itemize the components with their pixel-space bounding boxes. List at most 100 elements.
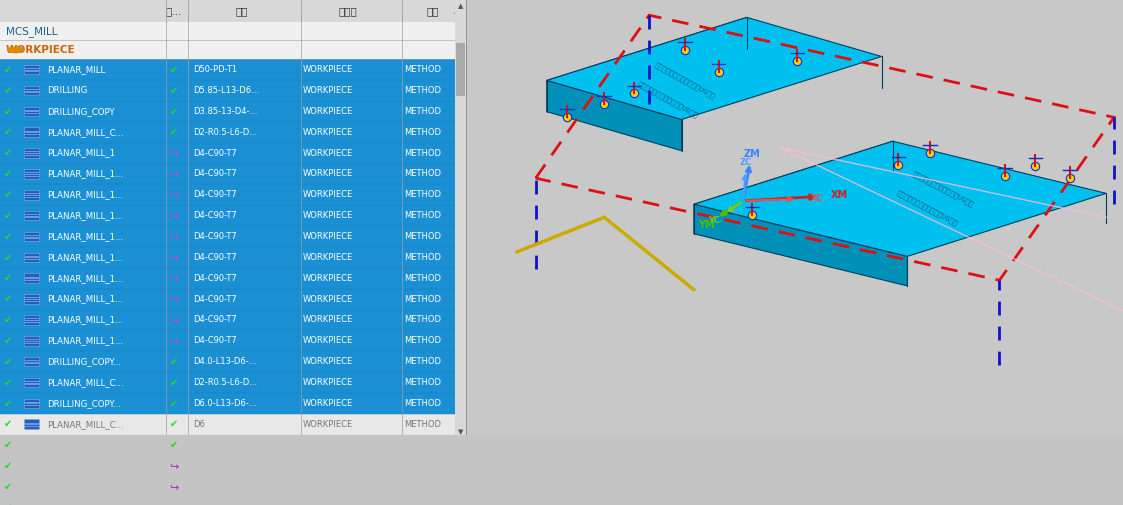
Text: WORKPIECE: WORKPIECE — [303, 65, 354, 74]
Bar — [25, 211, 38, 221]
Text: D6: D6 — [193, 462, 206, 471]
Text: PLANAR_MILL_C...: PLANAR_MILL_C... — [47, 128, 124, 137]
Text: METHOD: METHOD — [404, 294, 441, 304]
Text: D4-C90-T7: D4-C90-T7 — [193, 274, 237, 283]
Text: ↪: ↪ — [170, 461, 179, 471]
Text: ↪: ↪ — [170, 502, 179, 505]
Text: METHOD: METHOD — [404, 170, 441, 178]
Bar — [0, 247, 466, 268]
Text: METHOD: METHOD — [404, 190, 441, 199]
Text: WORKPIECE: WORKPIECE — [303, 190, 354, 199]
Bar — [0, 226, 466, 247]
Text: ✔: ✔ — [3, 378, 12, 387]
Text: MCS_MILL: MCS_MILL — [6, 26, 57, 36]
Text: D4-C90-T7: D4-C90-T7 — [193, 253, 237, 262]
Text: ✔: ✔ — [170, 65, 179, 75]
Text: D6: D6 — [193, 441, 206, 449]
Bar — [0, 205, 466, 226]
Text: ↪: ↪ — [170, 169, 179, 179]
Text: ✔: ✔ — [3, 315, 12, 325]
Text: WORKPIECE: WORKPIECE — [303, 378, 354, 387]
Bar — [0, 497, 466, 505]
Text: ↪: ↪ — [170, 148, 179, 158]
Text: D4-C90-T7: D4-C90-T7 — [193, 316, 237, 325]
Text: D6.0-L13-D6-...: D6.0-L13-D6-... — [193, 399, 257, 408]
Bar — [25, 127, 38, 137]
Text: 刀...: 刀... — [166, 6, 182, 16]
Bar — [25, 357, 38, 367]
Bar — [0, 143, 466, 164]
Text: ↪: ↪ — [170, 211, 179, 221]
Text: ✔: ✔ — [170, 107, 179, 117]
Text: PLANAR_MILL_1...: PLANAR_MILL_1... — [47, 294, 124, 304]
Text: WORKPIECE: WORKPIECE — [303, 357, 354, 366]
Text: WORKPIECE: WORKPIECE — [303, 86, 354, 95]
Bar — [0, 435, 466, 456]
Bar — [0, 289, 466, 310]
Circle shape — [7, 46, 25, 54]
Bar — [25, 294, 38, 304]
Text: METHOD: METHOD — [404, 274, 441, 283]
Bar — [0, 164, 466, 184]
Bar — [0, 351, 466, 372]
Text: PLANAR_MILL_C...: PLANAR_MILL_C... — [47, 462, 124, 471]
Text: PLANAR_MILL_C...: PLANAR_MILL_C... — [47, 441, 124, 449]
Text: ✔: ✔ — [3, 336, 12, 346]
Text: METHOD: METHOD — [404, 65, 441, 74]
Text: D4.0-L13-D6-...: D4.0-L13-D6-... — [193, 357, 257, 366]
Text: ↪: ↪ — [170, 315, 179, 325]
Bar — [0, 393, 466, 414]
Text: ZM: ZM — [743, 149, 760, 159]
Bar — [0, 330, 466, 351]
Bar — [25, 252, 38, 262]
Text: 电脑摄像头保护盖飞面加工UG编程: 电脑摄像头保护盖飞面加工UG编程 — [912, 170, 975, 208]
Polygon shape — [694, 141, 1106, 257]
Polygon shape — [694, 141, 893, 234]
Text: ZC: ZC — [740, 158, 752, 167]
Text: ↪: ↪ — [170, 336, 179, 346]
Text: WORKPIECE: WORKPIECE — [303, 482, 354, 491]
Text: ✔: ✔ — [3, 190, 12, 200]
Bar — [456, 43, 465, 95]
Text: D50-PD-T1: D50-PD-T1 — [193, 65, 237, 74]
Text: D4-C90-T7: D4-C90-T7 — [193, 190, 237, 199]
Bar — [25, 482, 38, 491]
Text: METHOD: METHOD — [404, 232, 441, 241]
Text: D4-C90-T7: D4-C90-T7 — [193, 211, 237, 220]
Bar — [25, 378, 38, 387]
Text: ↪: ↪ — [170, 232, 179, 241]
Text: ✔: ✔ — [170, 398, 179, 409]
Text: WORKPIECE: WORKPIECE — [303, 420, 354, 429]
Bar — [466, 0, 1123, 434]
Bar — [0, 184, 466, 205]
Text: WORKPIECE: WORKPIECE — [303, 253, 354, 262]
Text: YM: YM — [697, 220, 714, 230]
Text: ✔: ✔ — [3, 294, 12, 304]
Text: PLANAR_MILL_1...: PLANAR_MILL_1... — [47, 274, 124, 283]
Text: ✔: ✔ — [170, 378, 179, 387]
Polygon shape — [547, 17, 747, 112]
Text: PLANAR_MILL_1...: PLANAR_MILL_1... — [47, 211, 124, 220]
Bar — [0, 0, 466, 434]
Text: D6: D6 — [193, 503, 206, 505]
Text: ✔: ✔ — [3, 211, 12, 221]
Text: WORKPIECE: WORKPIECE — [303, 462, 354, 471]
Text: D4-C90-T7: D4-C90-T7 — [193, 170, 237, 178]
Text: D4-C90-T7: D4-C90-T7 — [193, 232, 237, 241]
Bar — [25, 232, 38, 241]
Bar — [25, 107, 38, 116]
Text: D5.85-L13-D6...: D5.85-L13-D6... — [193, 86, 259, 95]
Text: METHOD: METHOD — [404, 420, 441, 429]
Text: WORKPIECE: WORKPIECE — [6, 45, 75, 55]
Text: D4-C90-T7: D4-C90-T7 — [193, 336, 237, 345]
Text: PLANAR_MILL_1...: PLANAR_MILL_1... — [47, 170, 124, 178]
Polygon shape — [547, 80, 682, 151]
Text: D4-C90-T7: D4-C90-T7 — [193, 148, 237, 158]
Text: 几何体: 几何体 — [339, 6, 357, 16]
Text: D6: D6 — [193, 482, 206, 491]
Text: PLANAR_MILL_1...: PLANAR_MILL_1... — [47, 336, 124, 345]
Text: METHOD: METHOD — [404, 148, 441, 158]
Text: ▼: ▼ — [458, 429, 463, 435]
Text: PLANAR_MILL_C...: PLANAR_MILL_C... — [47, 482, 124, 491]
Bar — [25, 274, 38, 283]
